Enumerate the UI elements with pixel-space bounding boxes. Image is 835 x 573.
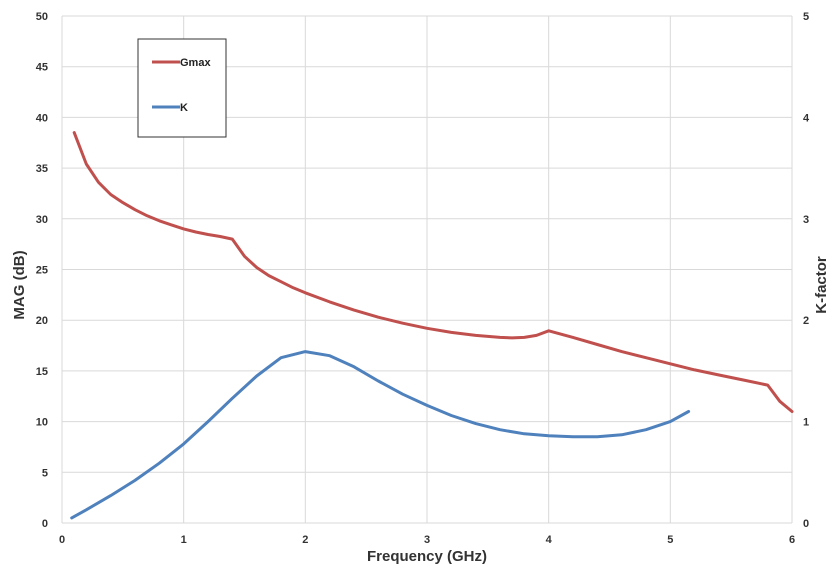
y-left-tick-label: 5 [42, 467, 48, 479]
y-left-axis-title: MAG (dB) [11, 250, 28, 319]
y-right-tick-label: 5 [803, 11, 809, 23]
series-line-gmax [72, 131, 794, 413]
x-tick-labels: 0 1 2 3 4 5 6 [59, 534, 795, 546]
y-right-tick-label: 3 [803, 214, 809, 226]
x-tick-label: 3 [424, 534, 430, 546]
x-tick-label: 4 [546, 534, 553, 546]
x-tick-label: 2 [302, 534, 308, 546]
x-axis-title: Frequency (GHz) [367, 548, 487, 565]
y-right-tick-label: 0 [803, 518, 809, 530]
y-left-tick-label: 50 [36, 11, 48, 23]
x-tick-label: 6 [789, 534, 795, 546]
x-tick-label: 1 [181, 534, 187, 546]
y-left-tick-label: 45 [36, 62, 48, 74]
y-right-axis-title: K-factor [813, 256, 830, 314]
y-left-tick-label: 25 [36, 265, 48, 277]
series-layer [70, 131, 794, 520]
y-left-tick-label: 30 [36, 214, 48, 226]
y-left-tick-label: 40 [36, 112, 48, 124]
y-right-tick-label: 4 [803, 112, 810, 124]
x-tick-label: 5 [667, 534, 673, 546]
series-line-k [70, 350, 691, 520]
legend-label-gmax: Gmax [180, 57, 211, 69]
y-left-tick-label: 15 [36, 366, 48, 378]
y-left-tick-label: 0 [42, 518, 48, 530]
y-right-tick-label: 2 [803, 315, 809, 327]
y-left-tick-labels: 0 5 10 15 20 25 30 35 40 45 50 [36, 11, 48, 530]
y-right-tick-label: 1 [803, 417, 809, 429]
legend-label-k: K [180, 102, 188, 114]
y-right-tick-labels: 0 1 2 3 4 5 [803, 11, 810, 530]
y-left-tick-label: 35 [36, 163, 48, 175]
legend-box [137, 38, 227, 138]
legend: Gmax K [137, 38, 227, 138]
x-tick-label: 0 [59, 534, 65, 546]
y-left-tick-label: 20 [36, 315, 48, 327]
y-left-tick-label: 10 [36, 417, 48, 429]
